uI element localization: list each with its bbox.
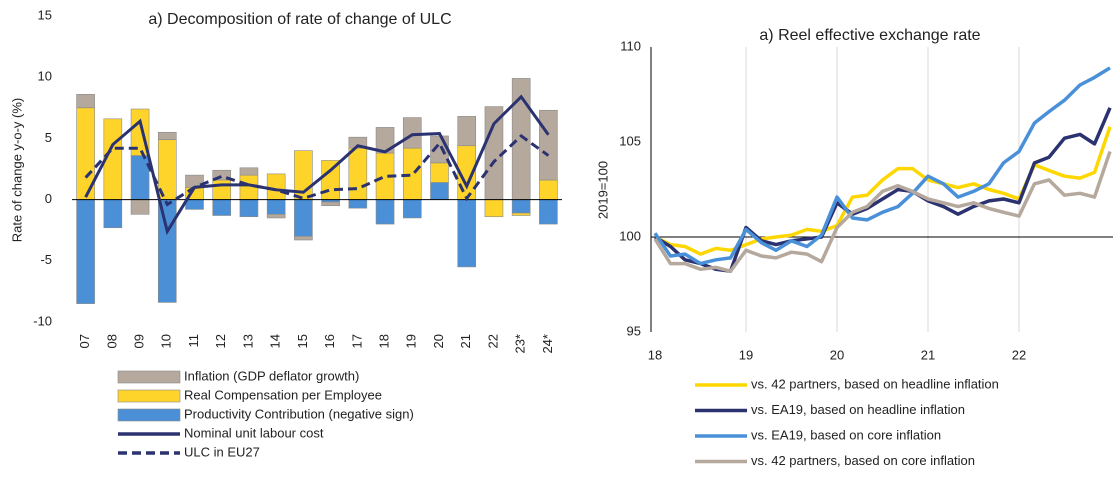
bar-segment — [484, 106, 504, 200]
y-tick-label: 15 — [38, 7, 52, 22]
legend-swatch — [117, 370, 181, 384]
bar-segment — [130, 199, 150, 215]
x-tick-label: 12 — [213, 334, 228, 348]
bar-segment — [157, 131, 177, 140]
x-tick-label: 09 — [131, 334, 146, 348]
bar-segment — [484, 199, 504, 218]
legend-label: vs. EA19, based on core inflation — [751, 427, 941, 442]
bar-segment — [266, 173, 286, 200]
bar-segment — [321, 201, 340, 207]
y-tick-label: 105 — [619, 133, 641, 148]
x-tick-label: 19 — [404, 334, 419, 348]
line-series — [84, 94, 550, 236]
bar-segment — [539, 199, 558, 225]
bar-segment — [430, 182, 449, 200]
bar-segment — [375, 199, 395, 225]
x-tick-label: 23* — [513, 334, 528, 354]
y-tick-label: 10 — [38, 69, 52, 84]
bar-segment — [239, 199, 259, 218]
bar-segment — [266, 213, 286, 219]
bar-segment — [185, 199, 204, 210]
legend-label: Real Compensation per Employee — [184, 387, 382, 402]
bar-segment — [294, 199, 313, 237]
bar-segment — [103, 199, 123, 229]
x-tick-label: 21 — [458, 334, 473, 348]
line-series — [653, 66, 1111, 266]
chart-title: a) Decomposition of rate of change of UL… — [148, 11, 451, 28]
y-tick-label: -10 — [33, 313, 52, 328]
legend-label: Productivity Contribution (negative sign… — [184, 406, 414, 421]
x-tick-label: 20 — [431, 334, 446, 348]
x-tick-label: 08 — [104, 334, 119, 348]
line-series — [84, 134, 550, 207]
y-axis-label: Rate of change y-o-y (%) — [9, 98, 24, 243]
bar-segment — [294, 236, 313, 241]
bar-segment — [157, 199, 177, 303]
chart-title: a) Reel effective exchange rate — [759, 27, 980, 44]
x-tick-label: 07 — [77, 334, 92, 348]
legend-label: vs. 42 partners, based on core inflation — [751, 453, 975, 468]
x-tick-label: 14 — [268, 334, 283, 348]
bar-segment — [402, 147, 422, 200]
bar-segment — [76, 199, 95, 304]
bar-segment — [457, 199, 477, 268]
bar-segment — [212, 199, 232, 216]
legend-label: vs. 42 partners, based on headline infla… — [751, 376, 999, 391]
legend-label: vs. EA19, based on headline inflation — [751, 402, 965, 417]
legend-label: Nominal unit labour cost — [184, 425, 324, 440]
y-tick-label: 100 — [619, 228, 641, 243]
x-tick-label: 22 — [1012, 347, 1026, 362]
y-tick-label: 5 — [45, 130, 52, 145]
y-tick-label: 0 — [45, 191, 52, 206]
bar-segment — [212, 169, 232, 181]
bar-segment — [348, 136, 368, 149]
bar-segment — [348, 199, 368, 209]
x-tick-label: 11 — [186, 334, 201, 348]
x-tick-label: 18 — [376, 334, 391, 348]
bar-segment — [539, 109, 558, 181]
y-tick-label: -5 — [40, 252, 52, 267]
x-tick-label: 24* — [540, 334, 555, 354]
bar-segment — [212, 179, 232, 200]
y-tick-label: 110 — [620, 38, 641, 53]
bar-segment — [457, 116, 477, 147]
x-tick-label: 19 — [739, 347, 753, 362]
y-tick-label: 95 — [627, 323, 641, 338]
x-tick-label: 10 — [159, 334, 174, 348]
bar-segment — [239, 167, 259, 176]
bar-segment — [76, 94, 95, 109]
bar-segment — [402, 199, 422, 219]
y-axis-label: 2019=100 — [595, 161, 610, 219]
legend-swatch — [117, 408, 181, 422]
legend-label: ULC in EU27 — [184, 444, 260, 459]
bar-segment — [130, 155, 150, 200]
bar-segment — [539, 179, 558, 200]
x-tick-label: 20 — [830, 347, 844, 362]
legend-label: Inflation (GDP deflator growth) — [184, 368, 359, 383]
x-tick-label: 17 — [349, 334, 364, 348]
bar-segment — [348, 147, 368, 200]
legend-swatch — [117, 389, 181, 403]
bar-segment — [511, 199, 531, 214]
x-tick-label: 22 — [485, 334, 500, 348]
x-tick-label: 15 — [295, 334, 310, 348]
x-tick-label: 13 — [240, 334, 255, 348]
x-tick-label: 16 — [322, 334, 337, 348]
line-series — [653, 150, 1112, 273]
x-tick-label: 21 — [921, 347, 935, 362]
bar-segment — [511, 212, 531, 216]
line-series — [654, 107, 1112, 273]
bar-segment — [430, 162, 449, 183]
bar-segment — [402, 117, 422, 149]
x-tick-label: 18 — [648, 347, 662, 362]
bar-segment — [266, 199, 286, 215]
